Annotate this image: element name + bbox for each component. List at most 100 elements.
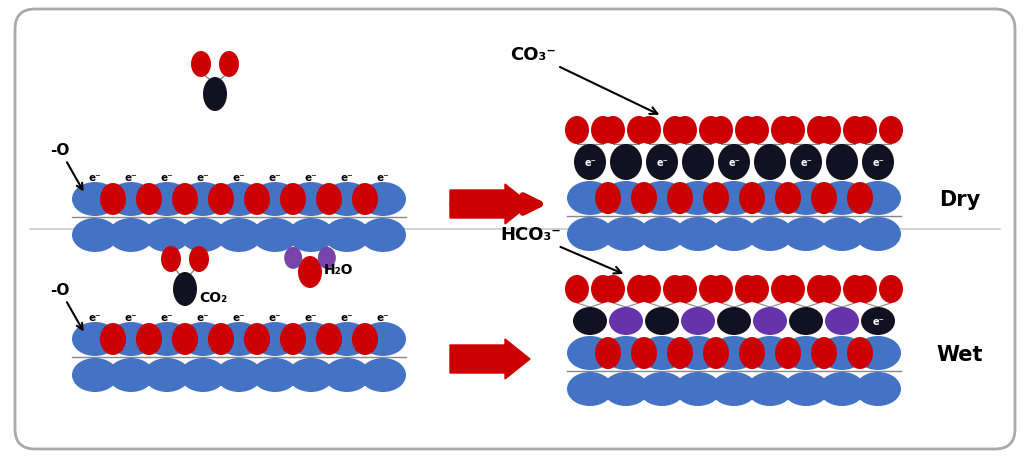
- Ellipse shape: [637, 117, 661, 145]
- Ellipse shape: [603, 218, 649, 252]
- Ellipse shape: [745, 117, 769, 145]
- Ellipse shape: [673, 117, 697, 145]
- Ellipse shape: [318, 247, 336, 269]
- Ellipse shape: [681, 308, 715, 335]
- Ellipse shape: [645, 308, 679, 335]
- Text: e⁻: e⁻: [125, 312, 137, 322]
- Ellipse shape: [208, 323, 234, 355]
- Ellipse shape: [639, 218, 685, 252]
- Ellipse shape: [817, 117, 842, 145]
- Text: e⁻: e⁻: [197, 312, 209, 322]
- Ellipse shape: [747, 182, 793, 216]
- Ellipse shape: [847, 183, 873, 214]
- FancyArrow shape: [450, 185, 530, 224]
- Text: e⁻: e⁻: [233, 173, 245, 183]
- Text: e⁻: e⁻: [377, 173, 389, 183]
- Text: -O: -O: [50, 143, 82, 190]
- Ellipse shape: [360, 183, 406, 217]
- Ellipse shape: [288, 358, 334, 392]
- Ellipse shape: [595, 183, 621, 214]
- Ellipse shape: [566, 336, 613, 370]
- Ellipse shape: [595, 337, 621, 369]
- Ellipse shape: [72, 358, 118, 392]
- Ellipse shape: [819, 372, 865, 406]
- Ellipse shape: [627, 275, 651, 303]
- Ellipse shape: [565, 117, 589, 145]
- Ellipse shape: [573, 308, 607, 335]
- Ellipse shape: [216, 358, 262, 392]
- Ellipse shape: [639, 336, 685, 370]
- Ellipse shape: [108, 358, 154, 392]
- Ellipse shape: [565, 275, 589, 303]
- Ellipse shape: [252, 322, 298, 356]
- Ellipse shape: [188, 246, 209, 272]
- Ellipse shape: [747, 372, 793, 406]
- Ellipse shape: [252, 183, 298, 217]
- Ellipse shape: [781, 117, 805, 145]
- Ellipse shape: [817, 275, 842, 303]
- Ellipse shape: [603, 372, 649, 406]
- Ellipse shape: [180, 358, 226, 392]
- Text: CO₃⁻: CO₃⁻: [510, 46, 657, 115]
- Ellipse shape: [771, 117, 795, 145]
- Ellipse shape: [711, 218, 757, 252]
- Ellipse shape: [855, 218, 901, 252]
- Ellipse shape: [667, 337, 693, 369]
- Text: CO₂: CO₂: [199, 291, 228, 304]
- Text: Dry: Dry: [939, 190, 981, 210]
- Ellipse shape: [216, 183, 262, 217]
- Text: e⁻: e⁻: [161, 173, 173, 183]
- Ellipse shape: [173, 272, 197, 306]
- Ellipse shape: [675, 218, 721, 252]
- Ellipse shape: [806, 275, 831, 303]
- Ellipse shape: [244, 323, 270, 355]
- Text: e⁻: e⁻: [872, 316, 884, 326]
- Text: HCO₃⁻: HCO₃⁻: [500, 225, 621, 274]
- Ellipse shape: [879, 275, 903, 303]
- Ellipse shape: [609, 308, 643, 335]
- Text: e⁻: e⁻: [233, 312, 245, 322]
- Ellipse shape: [663, 275, 687, 303]
- Ellipse shape: [703, 337, 729, 369]
- Text: e⁻: e⁻: [269, 173, 281, 183]
- Ellipse shape: [216, 218, 262, 252]
- Ellipse shape: [847, 337, 873, 369]
- Ellipse shape: [753, 308, 787, 335]
- Ellipse shape: [72, 322, 118, 356]
- Ellipse shape: [352, 184, 378, 216]
- Ellipse shape: [360, 358, 406, 392]
- Ellipse shape: [280, 184, 306, 216]
- Ellipse shape: [699, 117, 723, 145]
- Ellipse shape: [739, 183, 765, 214]
- Text: e⁻: e⁻: [161, 312, 173, 322]
- Ellipse shape: [600, 275, 625, 303]
- Ellipse shape: [244, 184, 270, 216]
- Ellipse shape: [136, 184, 162, 216]
- Ellipse shape: [862, 145, 894, 180]
- Ellipse shape: [637, 275, 661, 303]
- Ellipse shape: [709, 117, 733, 145]
- Ellipse shape: [324, 218, 370, 252]
- Ellipse shape: [324, 183, 370, 217]
- Ellipse shape: [191, 52, 211, 78]
- Ellipse shape: [783, 372, 829, 406]
- Ellipse shape: [718, 145, 750, 180]
- Ellipse shape: [663, 117, 687, 145]
- Ellipse shape: [280, 323, 306, 355]
- Ellipse shape: [747, 336, 793, 370]
- Ellipse shape: [855, 182, 901, 216]
- Text: e⁻: e⁻: [656, 157, 667, 168]
- Text: e⁻: e⁻: [197, 173, 209, 183]
- FancyBboxPatch shape: [15, 10, 1015, 449]
- Ellipse shape: [600, 117, 625, 145]
- Ellipse shape: [775, 183, 801, 214]
- Ellipse shape: [574, 145, 606, 180]
- Text: e⁻: e⁻: [305, 173, 317, 183]
- Ellipse shape: [806, 117, 831, 145]
- Ellipse shape: [879, 117, 903, 145]
- Ellipse shape: [252, 218, 298, 252]
- Text: e⁻: e⁻: [584, 157, 596, 168]
- Text: e⁻: e⁻: [89, 173, 101, 183]
- Ellipse shape: [771, 275, 795, 303]
- Ellipse shape: [861, 308, 895, 335]
